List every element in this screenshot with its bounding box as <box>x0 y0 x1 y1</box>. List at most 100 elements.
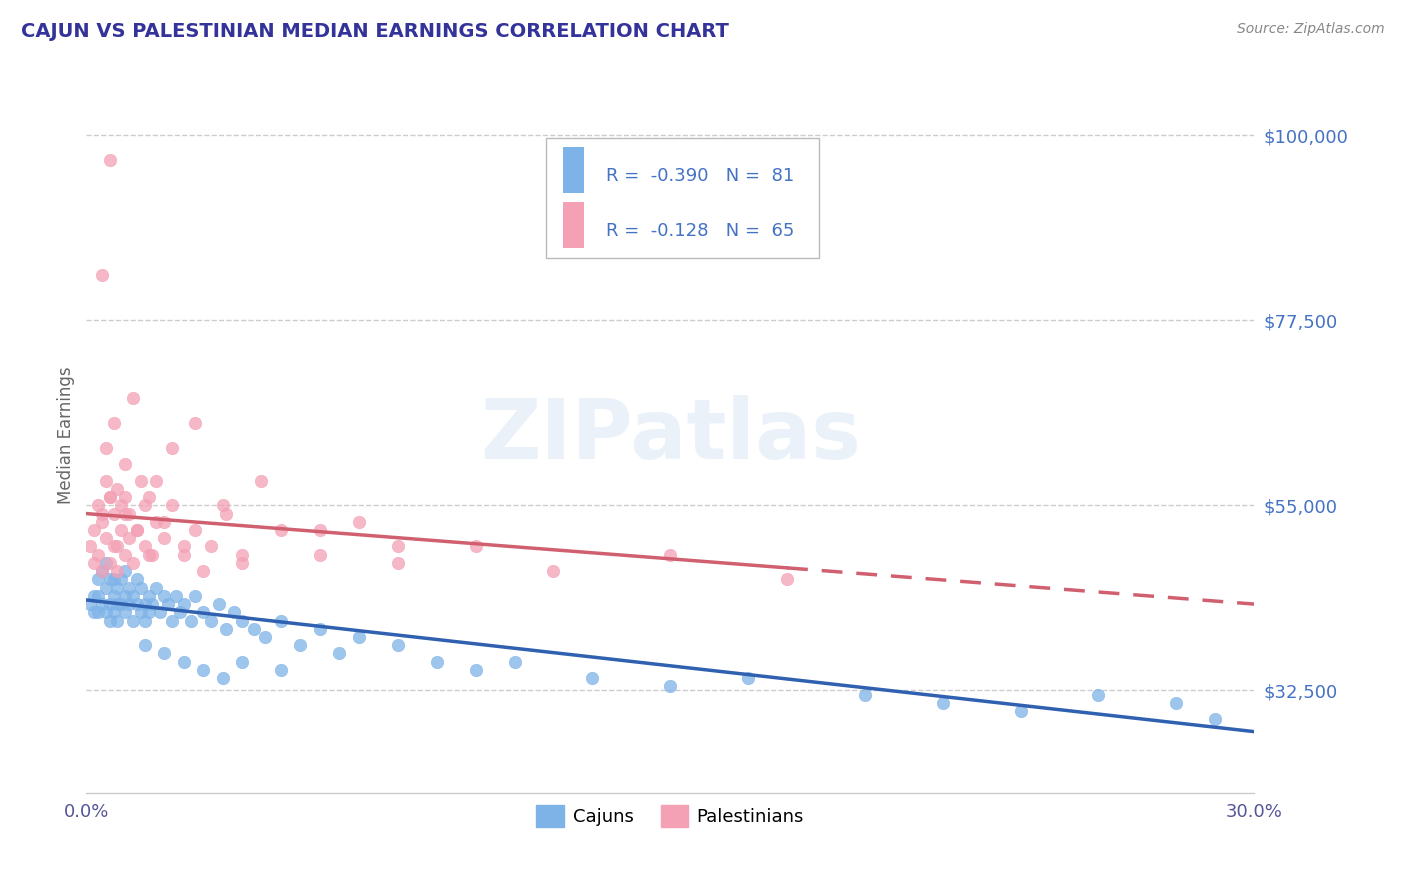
Point <box>157 597 180 611</box>
Point <box>122 589 145 603</box>
Point <box>191 564 214 578</box>
Point <box>270 663 292 677</box>
Point <box>134 499 156 513</box>
Point <box>184 523 207 537</box>
Point <box>464 540 486 554</box>
Point <box>231 556 253 570</box>
Point <box>160 441 183 455</box>
Point <box>107 564 129 578</box>
Point <box>90 564 112 578</box>
Point <box>87 573 110 587</box>
Point <box>79 597 101 611</box>
Point <box>231 614 253 628</box>
Point <box>129 605 152 619</box>
Text: Source: ZipAtlas.com: Source: ZipAtlas.com <box>1237 22 1385 37</box>
Point <box>98 597 121 611</box>
Legend: Cajuns, Palestinians: Cajuns, Palestinians <box>529 798 811 834</box>
Point <box>309 523 332 537</box>
Point <box>184 416 207 430</box>
Point <box>83 556 105 570</box>
Point <box>173 540 195 554</box>
Point <box>180 614 202 628</box>
Point <box>387 638 409 652</box>
Point <box>503 655 526 669</box>
Point <box>134 540 156 554</box>
Point <box>543 564 565 578</box>
Point <box>173 655 195 669</box>
Point <box>110 573 132 587</box>
Point <box>173 548 195 562</box>
Point <box>347 515 370 529</box>
Text: ZIPatlas: ZIPatlas <box>479 395 860 476</box>
Point <box>191 663 214 677</box>
Point <box>165 589 187 603</box>
Point <box>114 490 136 504</box>
Point <box>141 548 163 562</box>
Point <box>129 581 152 595</box>
Point <box>98 490 121 504</box>
Point <box>122 556 145 570</box>
Point <box>107 482 129 496</box>
Point <box>141 597 163 611</box>
Point <box>776 573 799 587</box>
Point <box>1166 696 1188 710</box>
Point <box>90 268 112 282</box>
Point <box>125 523 148 537</box>
Point <box>270 523 292 537</box>
Point <box>114 507 136 521</box>
Point <box>87 605 110 619</box>
Point <box>118 581 141 595</box>
Point <box>1087 688 1109 702</box>
Point <box>250 474 273 488</box>
Point <box>110 597 132 611</box>
Point <box>211 671 233 685</box>
Point <box>103 573 125 587</box>
Point <box>90 597 112 611</box>
Point <box>328 647 350 661</box>
Point <box>149 605 172 619</box>
Point <box>138 490 160 504</box>
Point <box>94 556 117 570</box>
Point <box>87 548 110 562</box>
Point <box>145 515 167 529</box>
Point <box>83 523 105 537</box>
Point <box>94 474 117 488</box>
Point <box>254 630 277 644</box>
Point <box>173 597 195 611</box>
Point <box>426 655 449 669</box>
Point <box>94 441 117 455</box>
Point <box>290 638 312 652</box>
Point <box>90 515 112 529</box>
Point <box>90 507 112 521</box>
Text: R =  -0.390   N =  81: R = -0.390 N = 81 <box>606 167 794 185</box>
Point <box>90 564 112 578</box>
Point <box>114 605 136 619</box>
Point <box>309 548 332 562</box>
Point <box>98 614 121 628</box>
Point <box>118 507 141 521</box>
Point <box>107 597 129 611</box>
Point <box>347 630 370 644</box>
Point <box>94 531 117 545</box>
Point <box>110 499 132 513</box>
Point <box>110 523 132 537</box>
Point <box>83 605 105 619</box>
Point <box>160 499 183 513</box>
Point <box>87 589 110 603</box>
Point <box>231 655 253 669</box>
Point <box>138 589 160 603</box>
Point <box>224 605 246 619</box>
Point <box>114 457 136 471</box>
Point <box>114 589 136 603</box>
Point <box>107 581 129 595</box>
Point <box>122 614 145 628</box>
Point <box>122 392 145 406</box>
Point <box>215 507 238 521</box>
Point <box>138 548 160 562</box>
Point <box>98 573 121 587</box>
Text: R =  -0.128   N =  65: R = -0.128 N = 65 <box>606 222 794 240</box>
Point <box>659 679 682 693</box>
Point <box>145 474 167 488</box>
Point <box>853 688 876 702</box>
Point <box>211 499 233 513</box>
